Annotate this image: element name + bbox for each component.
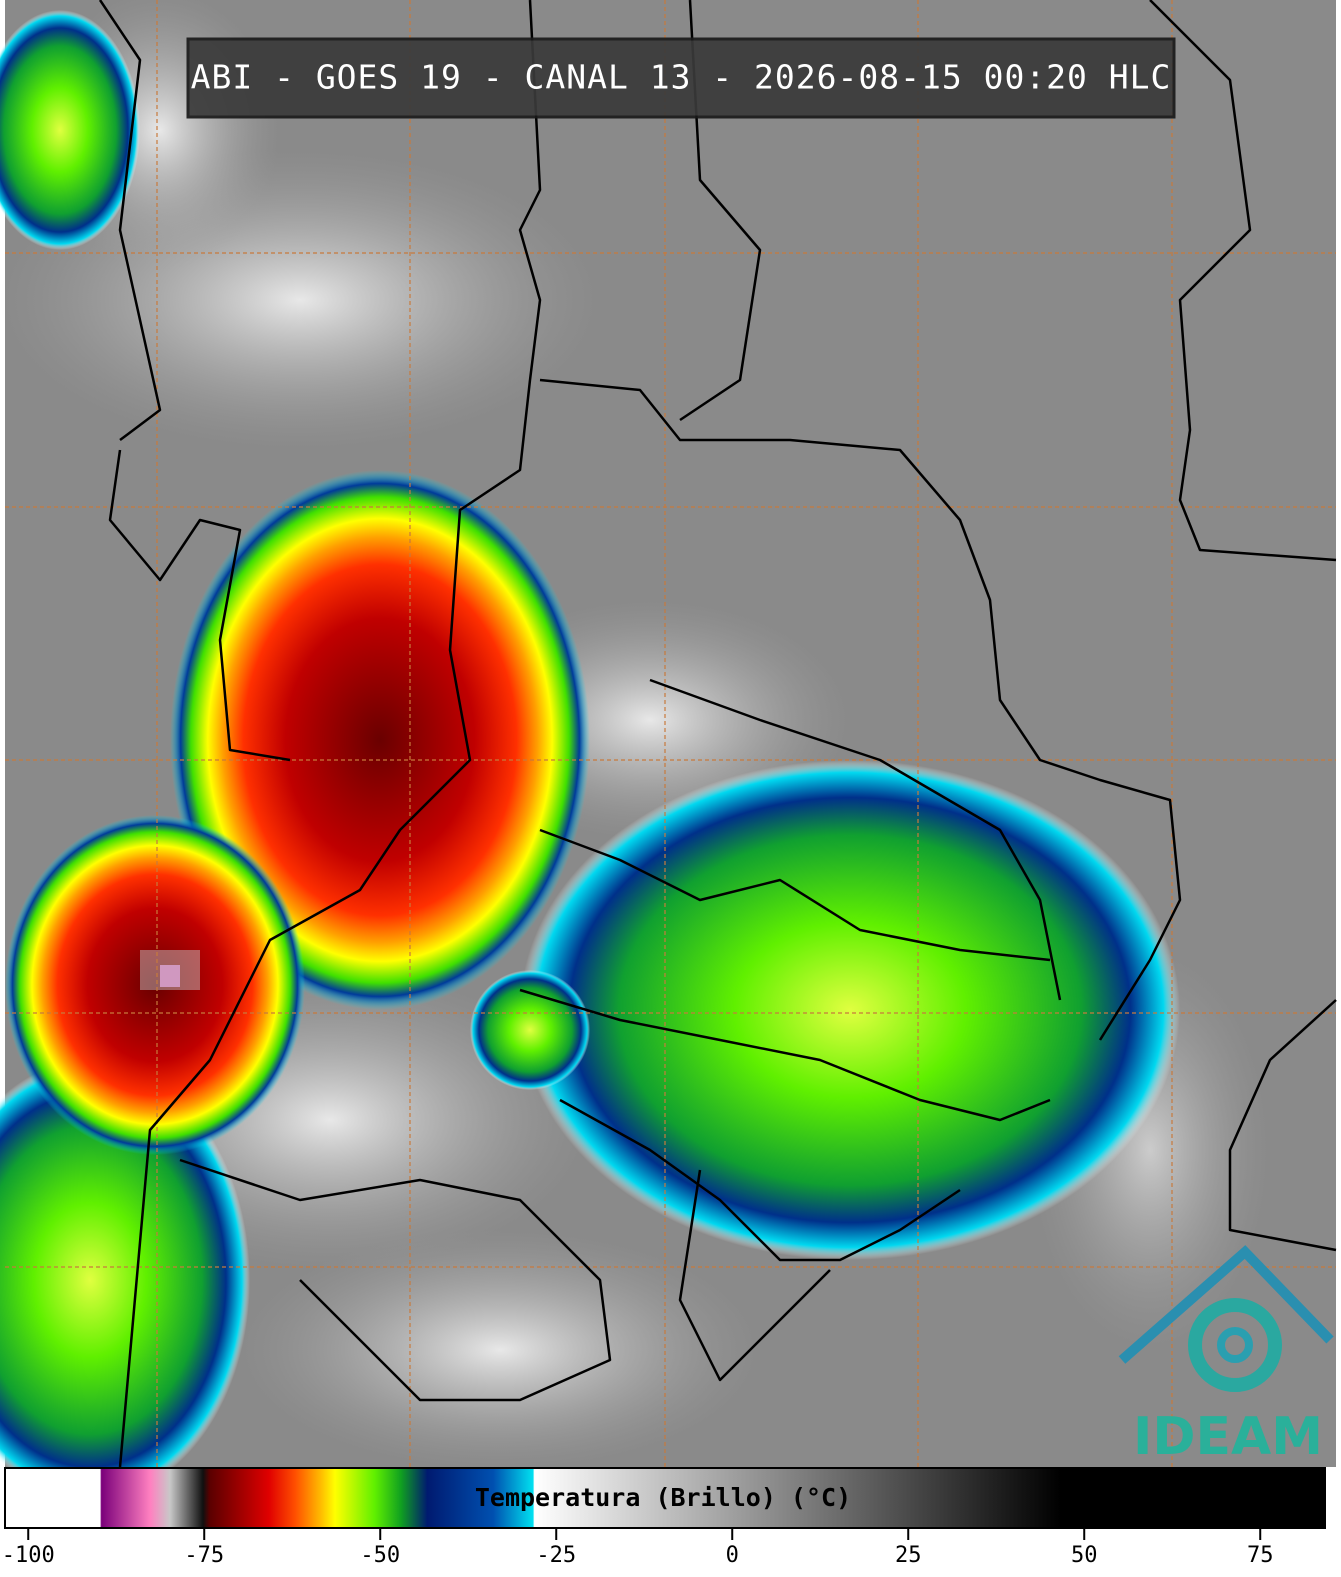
logo: IDEAM: [1118, 1245, 1334, 1467]
colorbar-tick-label: 25: [895, 1543, 922, 1568]
colorbar-tick-label: 50: [1071, 1543, 1098, 1568]
logo-text: IDEAM: [1133, 1407, 1323, 1467]
colorbar: Temperatura (Brillo) (°C): [4, 1467, 1326, 1529]
graticule: [5, 0, 1336, 1467]
borders: [98, 0, 1337, 1468]
colorbar-tick-label: 0: [726, 1543, 739, 1568]
title-box: ABI - GOES 19 - CANAL 13 - 2026-08-15 00…: [186, 37, 1176, 119]
colorbar-tick-label: -75: [184, 1543, 224, 1568]
colorbar-tick-label: -100: [2, 1543, 55, 1568]
colorbar-tick-label: 75: [1247, 1543, 1274, 1568]
colorbar-label: Temperatura (Brillo) (°C): [475, 1483, 851, 1512]
colorbar-tick-label: -50: [360, 1543, 400, 1568]
colorbar-tick-label: -25: [536, 1543, 576, 1568]
satellite-image: [0, 0, 1336, 1500]
title: ABI - GOES 19 - CANAL 13 - 2026-08-15 00…: [191, 58, 1172, 97]
